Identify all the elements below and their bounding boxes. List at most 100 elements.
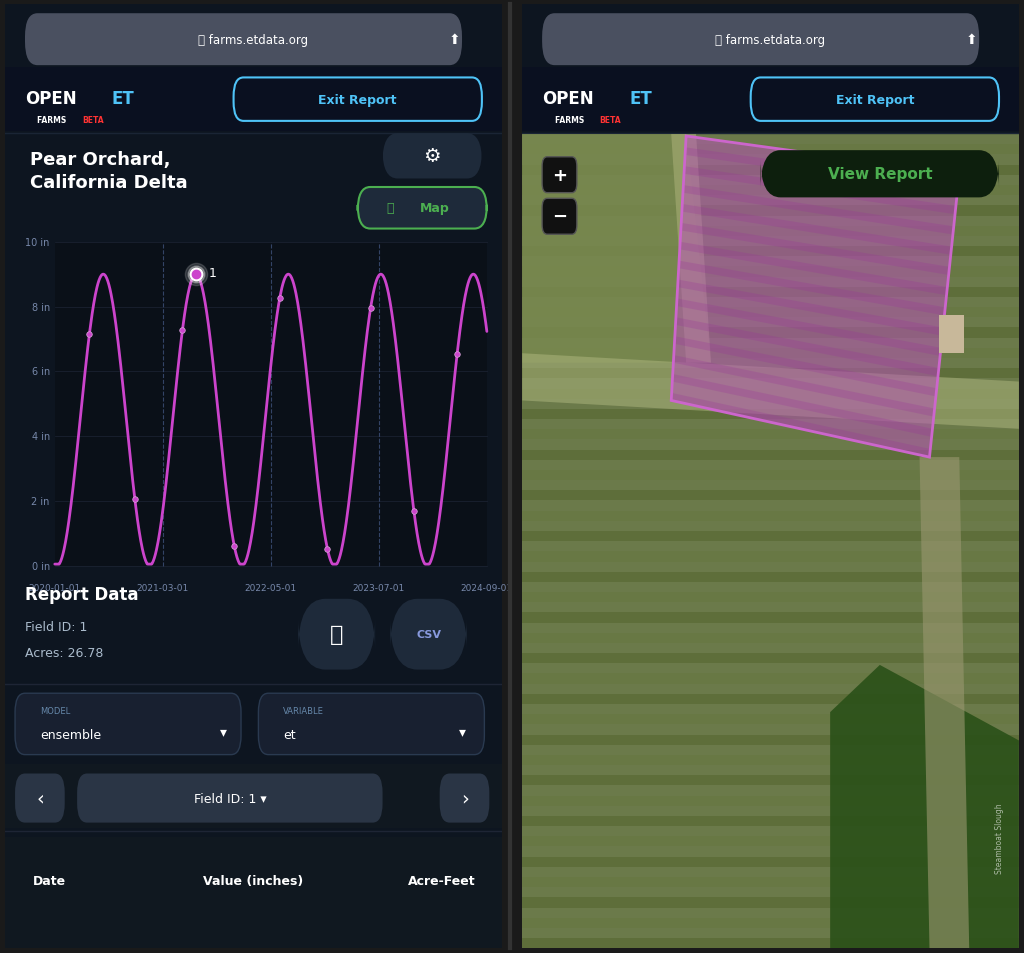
Text: ▾: ▾	[220, 724, 227, 739]
Bar	[522, 206, 1019, 216]
Bar	[522, 68, 1019, 132]
Bar	[522, 227, 1019, 236]
Polygon shape	[920, 457, 969, 948]
Polygon shape	[681, 224, 949, 275]
Text: FARMS: FARMS	[38, 116, 70, 125]
Polygon shape	[672, 137, 959, 457]
Text: Acre-Feet: Acre-Feet	[409, 874, 476, 887]
Text: 1: 1	[208, 267, 216, 279]
Polygon shape	[677, 299, 941, 356]
Text: MODEL: MODEL	[40, 706, 70, 715]
Polygon shape	[684, 167, 955, 215]
Text: FARMS: FARMS	[555, 116, 587, 125]
Bar	[522, 349, 1019, 358]
Text: Report Data: Report Data	[25, 585, 138, 603]
Text: Date: Date	[33, 874, 67, 887]
Polygon shape	[522, 135, 711, 363]
Bar	[522, 613, 1019, 623]
Bar	[939, 316, 965, 354]
Bar	[522, 410, 1019, 419]
FancyBboxPatch shape	[383, 134, 482, 179]
Bar	[522, 898, 1019, 907]
Bar	[522, 328, 1019, 338]
Bar	[522, 654, 1019, 663]
Text: +: +	[552, 167, 567, 185]
Bar	[522, 572, 1019, 582]
Text: ‹: ‹	[36, 789, 44, 808]
Bar	[522, 837, 1019, 846]
Text: ⬆: ⬆	[449, 33, 461, 47]
Bar	[522, 633, 1019, 643]
Text: ▾: ▾	[459, 724, 466, 739]
Bar	[55, 242, 486, 566]
Polygon shape	[672, 394, 931, 457]
FancyBboxPatch shape	[542, 199, 577, 235]
FancyBboxPatch shape	[233, 78, 482, 122]
Text: 2020-01-01: 2020-01-01	[29, 583, 81, 592]
FancyBboxPatch shape	[357, 188, 486, 230]
Text: 0 in: 0 in	[32, 561, 50, 571]
Bar	[522, 735, 1019, 745]
Bar	[522, 166, 1019, 175]
FancyBboxPatch shape	[25, 14, 462, 66]
Polygon shape	[679, 261, 945, 316]
FancyBboxPatch shape	[751, 78, 999, 122]
Bar	[5, 837, 502, 948]
Text: 2021-03-01: 2021-03-01	[136, 583, 189, 592]
Text: Field ID: 1 ▾: Field ID: 1 ▾	[194, 792, 266, 804]
FancyBboxPatch shape	[542, 157, 577, 193]
Bar	[522, 369, 1019, 379]
FancyBboxPatch shape	[542, 14, 979, 66]
Text: 🔒 farms.etdata.org: 🔒 farms.etdata.org	[199, 33, 308, 47]
Text: ⬆: ⬆	[966, 33, 978, 47]
Bar	[522, 186, 1019, 196]
FancyBboxPatch shape	[15, 774, 65, 822]
Text: VARIABLE: VARIABLE	[284, 706, 325, 715]
Bar	[522, 450, 1019, 460]
Text: 2 in: 2 in	[32, 497, 50, 506]
Polygon shape	[678, 280, 943, 336]
Polygon shape	[683, 186, 953, 235]
Text: OPEN: OPEN	[542, 91, 594, 108]
Text: Acres: 26.78: Acres: 26.78	[25, 646, 103, 659]
Text: 🔒 farms.etdata.org: 🔒 farms.etdata.org	[716, 33, 825, 47]
FancyBboxPatch shape	[390, 599, 467, 670]
Bar	[522, 918, 1019, 928]
Bar	[522, 267, 1019, 277]
Bar	[5, 68, 502, 132]
Text: 8 in: 8 in	[32, 302, 50, 313]
Bar	[522, 511, 1019, 521]
Bar	[522, 389, 1019, 399]
Bar	[522, 755, 1019, 765]
Polygon shape	[682, 205, 951, 255]
FancyBboxPatch shape	[298, 599, 375, 670]
Bar	[522, 877, 1019, 887]
Polygon shape	[673, 375, 933, 437]
Bar	[522, 816, 1019, 826]
Text: −: −	[552, 208, 567, 226]
Text: CSV: CSV	[416, 629, 441, 639]
Bar	[5, 764, 502, 828]
Text: 🗺: 🗺	[386, 202, 394, 215]
Text: OPEN: OPEN	[25, 91, 77, 108]
Text: View Report: View Report	[827, 167, 932, 182]
Bar	[522, 593, 1019, 602]
Bar	[522, 796, 1019, 806]
Text: 2024-09-01: 2024-09-01	[461, 583, 513, 592]
Text: Steamboat Slough: Steamboat Slough	[995, 802, 1004, 873]
Text: ›: ›	[461, 789, 468, 808]
Text: 4 in: 4 in	[32, 432, 50, 441]
Text: BETA: BETA	[599, 116, 621, 125]
Text: Value (inches): Value (inches)	[204, 874, 303, 887]
Bar	[522, 491, 1019, 501]
FancyBboxPatch shape	[761, 151, 999, 198]
Text: Map: Map	[420, 202, 450, 215]
FancyBboxPatch shape	[15, 694, 241, 755]
Bar	[522, 552, 1019, 562]
Polygon shape	[672, 135, 711, 363]
Text: Exit Report: Exit Report	[318, 93, 397, 107]
Polygon shape	[680, 242, 947, 295]
Text: ensemble: ensemble	[40, 728, 101, 741]
Bar	[522, 135, 1019, 948]
Bar	[522, 145, 1019, 155]
